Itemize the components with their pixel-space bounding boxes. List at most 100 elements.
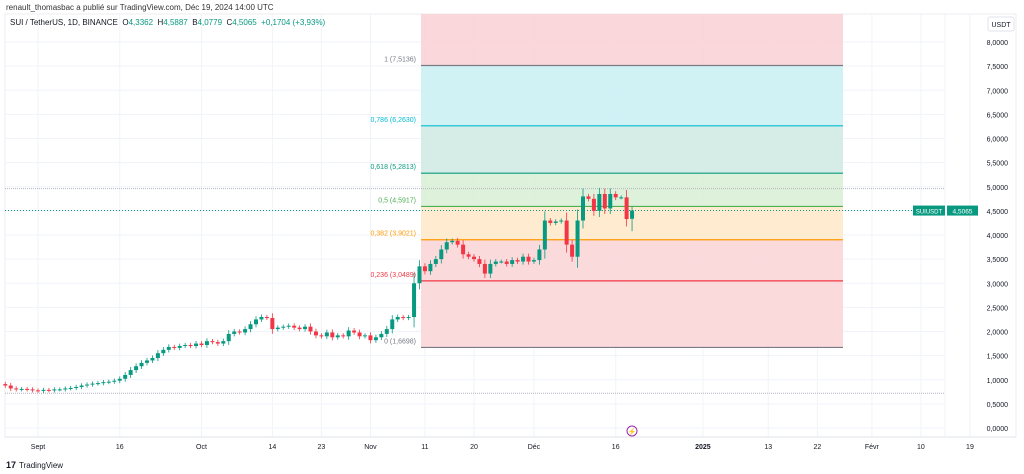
candle-body [8,385,13,389]
low-label: B [192,18,198,27]
candle-body [74,386,79,388]
candle-body [330,332,335,338]
candle-body [499,261,504,263]
candle-body [85,384,90,386]
candle-body [417,266,422,284]
candle-body [128,370,133,375]
candle-body [390,319,395,330]
candle-body [139,362,144,367]
candle-body [264,317,269,319]
y-tick-label: 5,5000 [987,161,1009,168]
y-tick-label: 3,5000 [987,257,1009,264]
high-value: 4,5887 [163,18,188,27]
candle-body [259,317,264,320]
fib-level-label: 0 (1,6698) [384,338,416,345]
candle-body [155,353,160,359]
x-tick-label: 13 [764,444,772,451]
candle-body [19,388,24,390]
candle-body [608,193,613,209]
candle-body [461,244,466,255]
candle-body [379,333,384,338]
candle-body [357,332,362,337]
candle-body [493,261,498,264]
candle-body [112,380,117,382]
candle-body [630,210,635,219]
open-label: O [122,18,129,27]
candle-body [472,256,476,260]
x-tick-label: 2025 [695,444,711,451]
candle-body [134,366,139,371]
candle-body [183,345,188,347]
candle-body [401,317,406,319]
fib-zone-1-0.786 [421,65,843,126]
candle-body [504,261,509,264]
candle-body [101,382,106,384]
candle-body [412,283,417,318]
candle-body [199,343,204,346]
candle-body [439,249,444,260]
candle-body [177,345,182,348]
brand-name: TradingView [19,460,64,470]
candle-body [586,196,591,199]
candle-body [52,389,57,391]
x-tick-label: Oct [196,444,207,451]
fib-level-label: 0,236 (3,0489) [370,272,416,279]
x-tick-label: Nov [364,444,377,451]
symbol-name[interactable]: SUI / TetherUS, 1D, BINANCE [10,18,118,27]
currency-button [987,16,1015,32]
candle-body [422,266,427,272]
tv-logo-icon: 17 [6,460,17,470]
candle-body [172,346,177,348]
candle-body [286,325,291,327]
candle-body [335,335,340,338]
candle-body [602,193,607,209]
candle-body [559,220,564,222]
candle-body [313,331,318,336]
candle-body [324,332,329,337]
candle-body [433,259,438,264]
tradingview-logo[interactable]: 17 TradingView [6,460,63,470]
candle-body [194,343,199,346]
x-tick-label: 19 [966,444,974,451]
candle-body [63,388,68,390]
fib-zone-0.618-0.5 [421,173,843,207]
x-tick-label: Déc [528,444,541,451]
y-tick-label: 2,0000 [987,330,1009,337]
candle-body [352,330,357,333]
y-tick-label: 6,5000 [987,112,1009,119]
candle-body [575,220,580,257]
fib-zone-0.382-0.236 [421,239,843,281]
fib-level-label: 0,382 (3,9021) [370,231,416,238]
candle-body [542,220,547,250]
candle-body [450,240,455,243]
candle-body [319,335,324,337]
x-tick-label: 10 [917,444,925,451]
candle-body [188,345,193,347]
candle-body [254,319,258,325]
fib-level-label: 0,786 (6,2630) [370,117,416,124]
candle-body [531,260,536,262]
last-price-label: 4,5065 [953,209,973,216]
candle-body [581,196,585,221]
candle-body [221,341,226,344]
candle-body [297,327,302,330]
x-tick-label: 23 [318,444,326,451]
y-tick-label: 7,5000 [987,64,1009,71]
fib-zone-0.786-0.618 [421,125,843,174]
candle-body [150,358,155,361]
fib-extension-zone [421,14,843,66]
candle-body [243,329,248,333]
candle-body [3,384,8,386]
candle-body [570,244,575,257]
y-tick-label: 0,0000 [987,426,1009,433]
high-label: H [157,18,164,27]
candle-body [428,263,433,272]
candle-body [117,378,122,381]
candle-body [204,341,209,346]
candle-body [161,349,166,354]
y-tick-label: 6,0000 [987,137,1009,144]
candle-body [548,220,553,223]
candle-body [553,221,558,223]
y-tick-label: 4,0000 [987,233,1009,240]
